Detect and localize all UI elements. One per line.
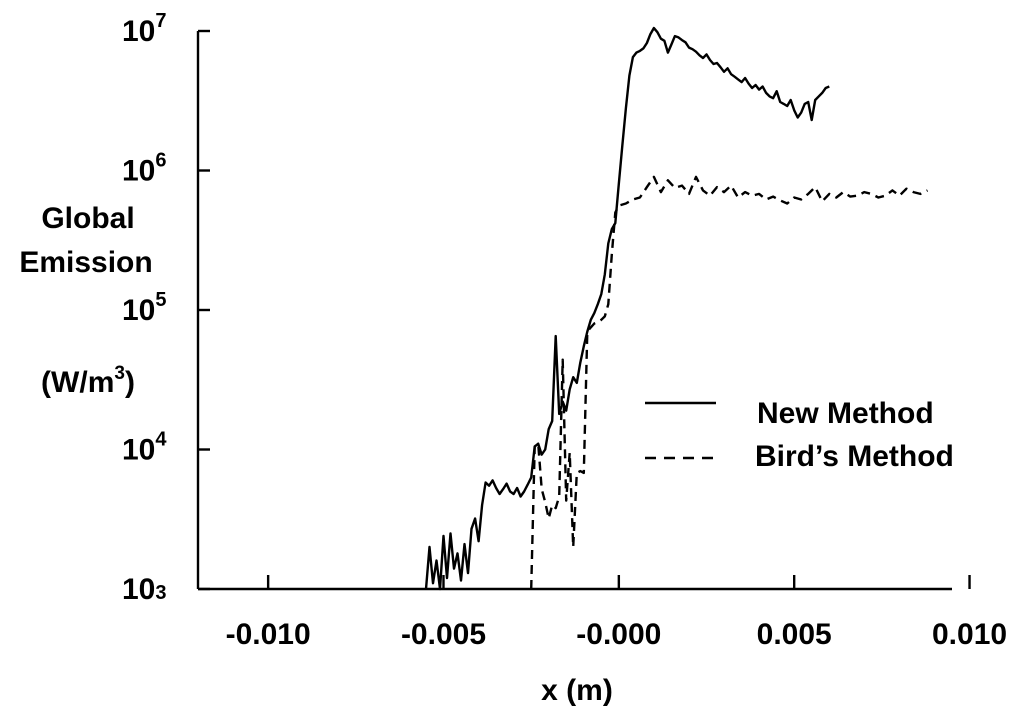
legend-label-birds-method: Bird’s Method [755,440,954,473]
y-axis-unit-base: (W/m [41,366,114,399]
y-axis-title-line1: Global [41,202,134,235]
x-tick-label: -0.010 [226,618,311,651]
x-axis-title: x (m) [541,674,613,707]
series-line-birds-method [530,175,929,590]
x-tick-label: 0.005 [757,618,832,651]
y-tick-label: 104 [122,429,167,467]
series-group [424,26,929,591]
series-line-new-method [424,26,830,591]
axes [196,31,952,591]
y-axis-unit: (W/m3) [41,363,135,399]
y-tick-label: 107 [122,10,167,48]
legend: New Method Bird’s Method [645,397,954,473]
y-axis-unit-exponent: 3 [114,363,125,384]
y-tick-label: 103 [122,573,167,606]
x-tick-label: -0.000 [576,618,661,651]
y-tick-label: 106 [122,150,167,188]
x-tick-label: -0.005 [401,618,486,651]
y-tick-label: 105 [122,289,167,327]
x-tick-label: 0.010 [932,618,1007,651]
y-axis-title-line2: Emission [19,246,152,279]
legend-label-new-method: New Method [757,397,934,430]
x-axis-ticks: -0.010 -0.005 -0.000 0.005 0.010 [226,575,1007,651]
y-axis-unit-close: ) [125,366,135,399]
y-axis-ticks: 103 104 105 106 107 [122,10,210,606]
